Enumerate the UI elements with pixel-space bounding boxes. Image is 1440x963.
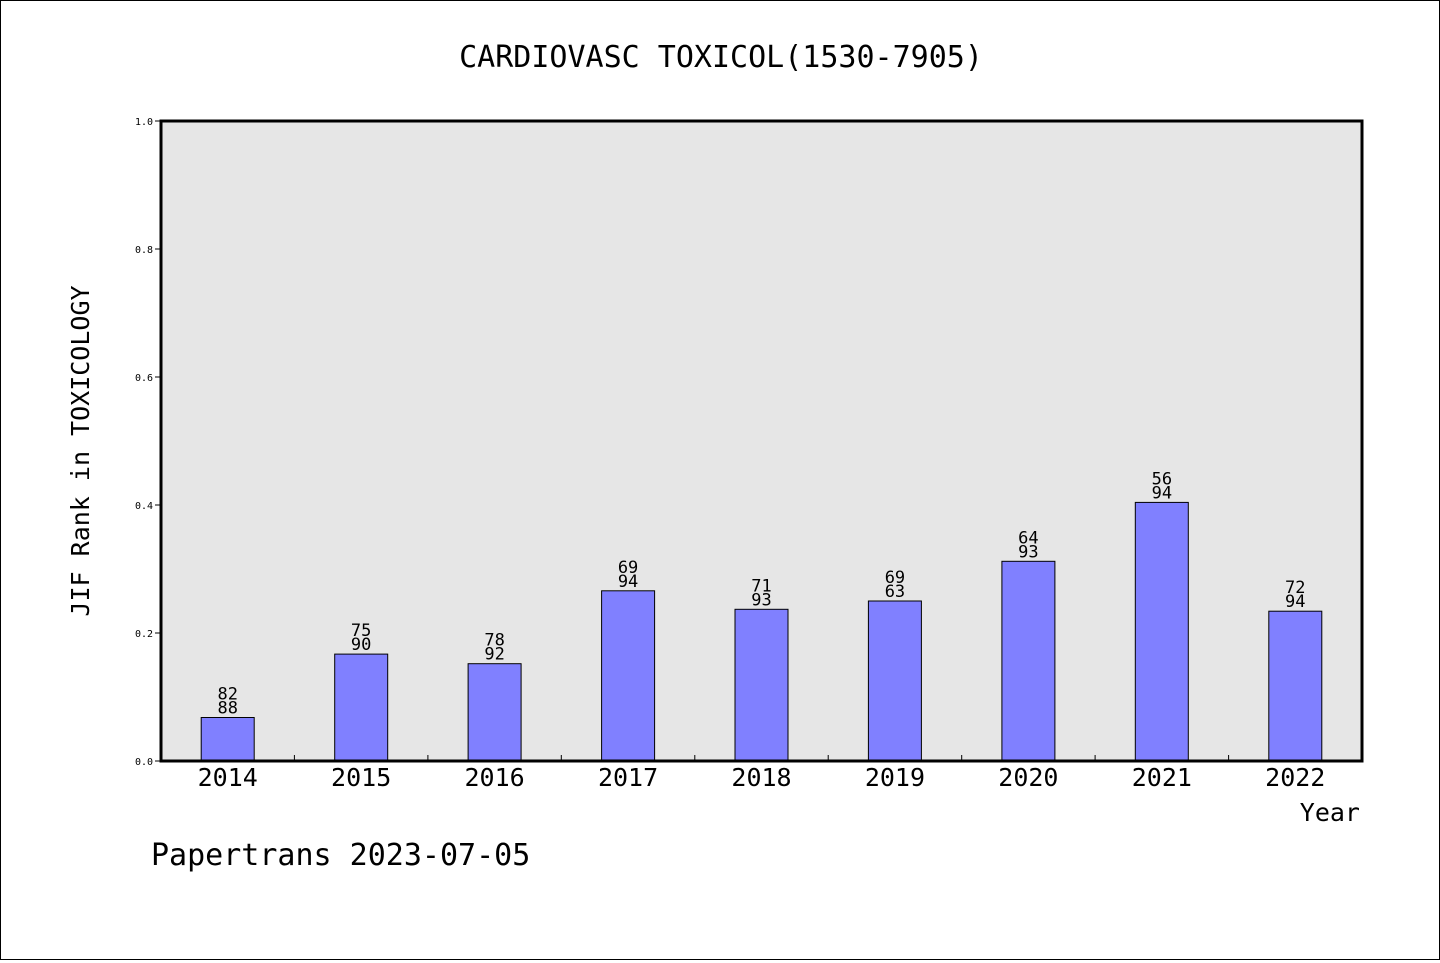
data-label-top-2022: 72 (1285, 578, 1305, 598)
bar-2019 (867, 600, 922, 762)
bar-2016 (467, 663, 522, 762)
y-tick-label-0.0: 0.0 (135, 757, 153, 768)
bar-2017 (601, 590, 656, 762)
data-label-top-2017: 69 (618, 558, 638, 578)
bar-2020 (1001, 560, 1056, 762)
bar-2018 (734, 608, 789, 762)
data-label-bottom-2021: 94 (1152, 483, 1172, 503)
y-tick-label-0.4: 0.4 (135, 501, 153, 512)
data-label-bottom-2015: 90 (351, 635, 371, 655)
bar-2014 (200, 717, 255, 762)
data-label-bottom-2016: 92 (484, 645, 504, 665)
bar-2022 (1268, 610, 1323, 762)
data-label-top-2016: 78 (484, 631, 504, 651)
x-tick-label-2019: 2019 (865, 763, 925, 792)
y-tick-label-0.2: 0.2 (135, 629, 153, 640)
y-tick-label-1.0: 1.0 (135, 117, 153, 128)
data-label-top-2018: 71 (751, 576, 771, 596)
chart-title: CARDIOVASC TOXICOL(1530-7905) (459, 40, 983, 75)
data-label-bottom-2020: 93 (1018, 542, 1038, 562)
data-label-bottom-2022: 94 (1285, 592, 1305, 612)
x-axis-ticks: 2014 2015 2016 2017 2018 2019 2020 2021 2022 (198, 755, 1325, 792)
data-label-bottom-2018: 93 (751, 590, 771, 610)
x-tick-label-2014: 2014 (198, 763, 258, 792)
data-label-top-2019: 69 (885, 568, 905, 588)
x-tick-label-2017: 2017 (598, 763, 658, 792)
x-tick-label-2018: 2018 (731, 763, 791, 792)
x-axis-label: Year (1300, 798, 1360, 827)
x-tick-label-2016: 2016 (465, 763, 525, 792)
y-axis-ticks: 0.0 0.2 0.4 0.6 0.8 1.0 (135, 117, 161, 768)
bar-2021 (1134, 501, 1189, 762)
plot-border (159, 119, 1364, 763)
x-tick-label-2015: 2015 (331, 763, 391, 792)
data-label-bottom-2019: 63 (885, 582, 905, 602)
y-tick-label-0.6: 0.6 (135, 373, 153, 384)
data-label-top-2021: 56 (1152, 469, 1172, 489)
x-tick-label-2022: 2022 (1265, 763, 1325, 792)
x-tick-label-2021: 2021 (1132, 763, 1192, 792)
data-label-top-2020: 64 (1018, 528, 1038, 548)
data-label-bottom-2014: 88 (217, 699, 237, 719)
data-label-top-2014: 82 (217, 685, 237, 705)
footer-watermark: Papertrans 2023-07-05 (151, 838, 530, 873)
y-axis-label: JIF Rank in TOXICOLOGY (66, 285, 95, 616)
y-tick-label-0.8: 0.8 (135, 245, 153, 256)
bar-2015 (334, 653, 389, 762)
data-label-top-2015: 75 (351, 621, 371, 641)
x-tick-label-2020: 2020 (998, 763, 1058, 792)
bars-group (200, 501, 1323, 762)
data-label-bottom-2017: 94 (618, 572, 638, 592)
